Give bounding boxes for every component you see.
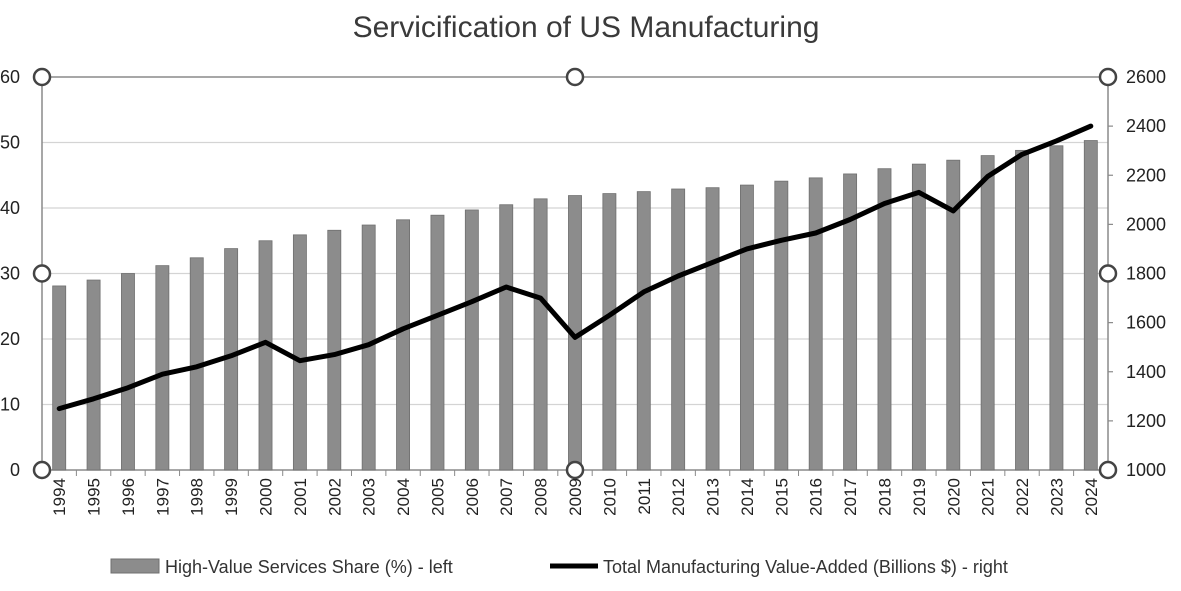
bar: [533, 198, 548, 471]
resize-handle[interactable]: [565, 67, 585, 87]
x-tick-label: 2014: [738, 478, 757, 516]
bar: [946, 159, 961, 471]
left-tick-label: 30: [0, 264, 20, 284]
x-tick-label: 1996: [119, 478, 138, 516]
x-tick-label: 2000: [257, 478, 276, 516]
legend-bar-swatch: [110, 558, 160, 574]
x-tick-label: 1995: [85, 478, 104, 516]
bar: [430, 214, 445, 471]
bar: [1015, 149, 1029, 471]
x-tick-label: 2015: [772, 478, 791, 516]
x-tick-label: 2023: [1047, 478, 1066, 516]
right-axis: 1000 1200 1400 1600 1800 2000 2200 2400 2600: [1108, 67, 1166, 480]
resize-handle[interactable]: [1098, 67, 1118, 87]
bar: [292, 234, 307, 471]
left-tick-label: 60: [0, 67, 20, 87]
bar: [843, 173, 858, 471]
bar: [602, 193, 617, 471]
x-tick-label: 1999: [222, 478, 241, 516]
bar-series: [52, 140, 1098, 471]
bar: [808, 177, 823, 471]
resize-handle[interactable]: [1098, 460, 1118, 480]
legend-bar-label: High-Value Services Share (%) - left: [165, 557, 453, 577]
x-tick-label: 2018: [875, 478, 894, 516]
x-tick-label: 2003: [360, 478, 379, 516]
x-tick-label: 2005: [428, 478, 447, 516]
bar: [877, 168, 892, 471]
resize-handle[interactable]: [1098, 264, 1118, 283]
bar: [980, 155, 995, 471]
bar: [636, 191, 651, 471]
bar: [1083, 140, 1098, 471]
x-tick-label: 2010: [600, 478, 619, 516]
bar: [52, 285, 67, 471]
line-path: [56, 123, 1094, 412]
selection-handles: [32, 67, 1118, 480]
x-tick-label: 2024: [1082, 478, 1101, 516]
resize-handle[interactable]: [32, 67, 52, 87]
x-tick-label: 2019: [910, 478, 929, 516]
x-axis: 1994 1995 1996 1997 1998 1999 2000 2001 2002 2003…: [41, 470, 1101, 516]
x-tick-label: 2017: [841, 478, 860, 516]
bar: [86, 279, 101, 471]
right-tick-label: 1400: [1126, 362, 1166, 382]
right-tick-label: 2600: [1126, 67, 1166, 87]
bar: [258, 240, 273, 471]
x-tick-label: 2022: [1013, 478, 1032, 516]
x-tick-label: 2013: [704, 478, 723, 516]
x-tick-label: 2006: [463, 478, 482, 516]
x-tick-label: 2011: [635, 478, 654, 515]
right-tick-label: 1000: [1126, 460, 1166, 480]
right-tick-label: 1800: [1126, 264, 1166, 284]
left-tick-label: 50: [0, 133, 20, 153]
x-tick-label: 2001: [291, 478, 310, 516]
bar: [911, 163, 926, 471]
x-tick-label: 2007: [497, 478, 516, 516]
x-tick-label: 1997: [153, 478, 172, 516]
left-axis: 0 10 20 30 40 50 60: [0, 67, 20, 480]
resize-handle[interactable]: [32, 264, 52, 283]
resize-handle[interactable]: [32, 460, 52, 480]
left-tick-label: 10: [0, 395, 20, 415]
right-tick-label: 1200: [1126, 411, 1166, 431]
left-tick-label: 20: [0, 329, 20, 349]
x-tick-label: 2008: [532, 478, 551, 516]
bar: [396, 219, 410, 471]
legend: High-Value Services Share (%) - left Tot…: [110, 557, 1008, 577]
x-tick-label: 2012: [669, 478, 688, 516]
x-tick-label: 2004: [394, 478, 413, 516]
x-tick-label: 1998: [188, 478, 207, 516]
right-tick-label: 1600: [1126, 313, 1166, 333]
left-tick-label: 40: [0, 198, 20, 218]
x-tick-label: 1994: [50, 478, 69, 516]
chart-title: Servicification of US Manufacturing: [353, 11, 820, 44]
bar: [774, 180, 789, 471]
right-tick-label: 2400: [1126, 116, 1166, 136]
bar: [327, 229, 342, 471]
bar: [121, 273, 135, 471]
x-tick-label: 2009: [566, 478, 585, 516]
right-tick-label: 2200: [1126, 165, 1166, 185]
right-tick-label: 2000: [1126, 214, 1166, 234]
bar: [740, 184, 754, 471]
resize-handle[interactable]: [565, 460, 585, 480]
bar: [499, 204, 514, 471]
legend-line-label: Total Manufacturing Value-Added (Billion…: [603, 557, 1008, 577]
line-series: [56, 123, 1094, 412]
x-tick-label: 2002: [325, 478, 344, 516]
bar: [155, 265, 170, 471]
bar: [464, 209, 479, 471]
x-tick-label: 2021: [979, 478, 998, 516]
x-tick-label: 2020: [944, 478, 963, 516]
bar: [705, 187, 720, 471]
bar: [1049, 145, 1064, 471]
left-tick-label: 0: [10, 460, 20, 480]
bar: [671, 188, 686, 471]
x-tick-label: 2016: [807, 478, 826, 516]
